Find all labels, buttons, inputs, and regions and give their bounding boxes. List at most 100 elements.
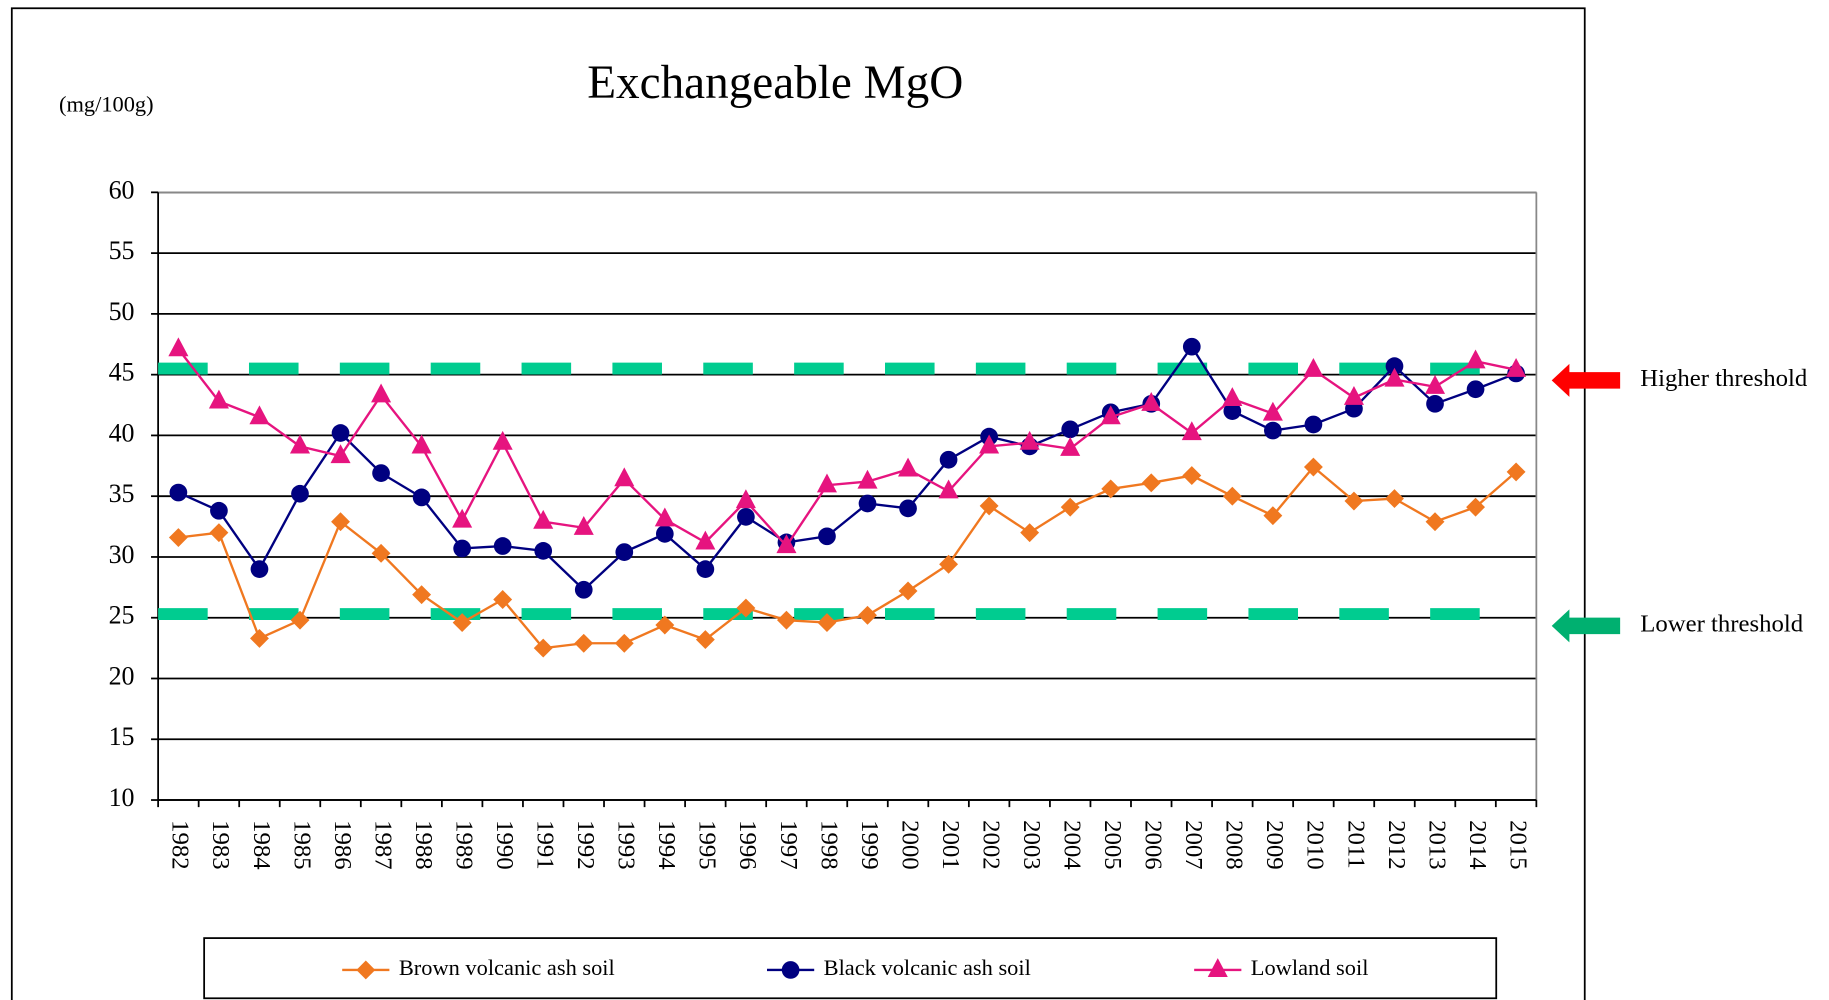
chart-title: Exchangeable MgO	[587, 57, 963, 109]
data-point	[858, 494, 877, 513]
data-point	[1061, 420, 1080, 439]
data-point	[210, 501, 228, 520]
data-point	[736, 598, 756, 618]
data-point	[412, 585, 432, 605]
data-point	[291, 484, 309, 503]
data-point	[1222, 387, 1243, 407]
chart-frame	[10, 7, 1586, 1000]
data-point	[695, 530, 716, 550]
y-tick-label: 30	[109, 540, 135, 569]
y-tick-label: 50	[109, 297, 135, 326]
legend-label: Brown volcanic ash soil	[399, 955, 615, 980]
threshold-label: Higher threshold	[1640, 365, 1808, 392]
series-line	[177, 344, 1517, 592]
x-tick-label: 2004	[1059, 820, 1086, 870]
data-point	[1343, 385, 1364, 405]
data-point	[208, 389, 229, 409]
y-tick-label: 20	[109, 661, 135, 690]
data-point	[1466, 497, 1485, 517]
data-point	[816, 473, 838, 493]
x-tick-label: 2000	[896, 820, 923, 870]
x-tick-label: 1998	[815, 820, 842, 870]
y-tick-label: 40	[109, 418, 135, 447]
x-tick-label: 1996	[734, 820, 761, 870]
data-point	[1465, 349, 1486, 369]
y-tick-label: 55	[109, 236, 135, 265]
x-tick-label: 1985	[288, 820, 315, 870]
x-tick-label: 1993	[613, 820, 640, 870]
x-tick-label: 1990	[491, 820, 518, 870]
data-point	[939, 450, 958, 469]
data-point	[1506, 357, 1527, 377]
legend-marker	[356, 960, 376, 980]
data-point	[1384, 367, 1405, 387]
data-point	[1262, 401, 1283, 421]
data-point	[1426, 394, 1444, 413]
data-point	[1303, 357, 1324, 377]
x-tick-label: 1992	[572, 820, 599, 870]
data-point	[1141, 473, 1161, 493]
legend-marker	[781, 961, 800, 979]
data-point	[615, 543, 634, 561]
y-axis-unit: (mg/100g)	[59, 91, 154, 116]
chart-body: Exchangeable MgO (mg/100g) 10 15 20 25 30 35 4…	[10, 7, 1808, 1000]
legend-label: Lowland soil	[1251, 955, 1369, 980]
y-tick-label: 25	[109, 601, 135, 630]
data-point	[938, 479, 959, 499]
y-tick-label: 35	[109, 479, 135, 508]
x-tick-label: 1995	[694, 820, 721, 870]
data-point	[654, 507, 675, 527]
y-tick-label: 60	[109, 175, 135, 204]
x-tick-label: 2002	[977, 820, 1004, 870]
data-point	[857, 469, 878, 489]
x-tick-label: 2008	[1221, 820, 1248, 870]
x-tick-label: 1994	[653, 820, 680, 870]
data-point	[1222, 486, 1242, 506]
data-point	[574, 580, 593, 599]
data-point	[696, 560, 715, 578]
legend-box	[203, 937, 1498, 1000]
data-point	[574, 633, 594, 653]
data-point	[1424, 375, 1446, 394]
data-point	[939, 554, 959, 574]
data-point	[371, 543, 391, 563]
x-tick-label: 2009	[1261, 820, 1288, 870]
series-line	[177, 348, 1517, 548]
series-line	[178, 465, 1517, 650]
data-point	[452, 508, 473, 528]
x-tick-label: 2001	[937, 820, 964, 870]
x-tick-label: 1999	[856, 820, 883, 870]
data-point	[818, 527, 836, 546]
x-tick-label: 2011	[1342, 820, 1369, 869]
y-tick-label: 45	[109, 358, 135, 387]
data-point	[898, 457, 919, 477]
data-point	[573, 515, 594, 535]
x-tick-label: 1983	[207, 820, 234, 870]
data-point	[1466, 380, 1485, 399]
y-tick-label: 15	[109, 722, 135, 751]
data-point	[1141, 392, 1162, 411]
x-tick-label: 2012	[1383, 820, 1410, 870]
data-point	[533, 509, 554, 529]
x-tick-label: 1988	[410, 820, 437, 870]
data-point	[331, 424, 350, 442]
x-tick-label: 1986	[329, 820, 356, 870]
data-point	[168, 337, 189, 357]
data-point	[1181, 421, 1202, 441]
data-point	[330, 444, 351, 464]
data-point	[776, 534, 797, 554]
data-point	[169, 483, 188, 502]
data-point	[493, 537, 512, 555]
threshold-label: Lower threshold	[1640, 611, 1804, 638]
data-point	[1182, 466, 1202, 485]
data-point	[371, 383, 392, 403]
x-tick-label: 2006	[1140, 820, 1167, 870]
x-tick-label: 1987	[369, 820, 396, 870]
data-point	[411, 434, 432, 454]
data-point	[1304, 415, 1323, 434]
data-point	[493, 590, 513, 609]
x-tick-label: 1991	[532, 820, 559, 870]
x-tick-label: 2014	[1464, 820, 1491, 870]
x-tick-label: 1984	[248, 820, 275, 870]
